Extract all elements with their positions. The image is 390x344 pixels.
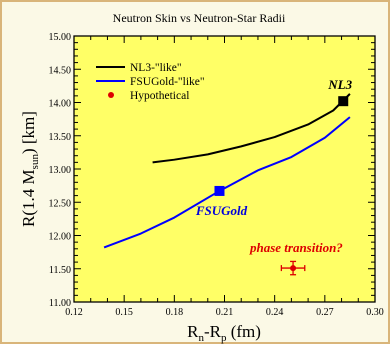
legend-swatch-hypothetical <box>108 92 114 98</box>
x-axis-label: Rn-Rp (fm) <box>187 322 261 344</box>
series-line-fsugold <box>103 116 351 249</box>
marker-label-nl3: NL3 <box>327 77 352 92</box>
marker-label-fsugold: FSUGold <box>195 203 248 218</box>
y-tick-label: 11.00 <box>49 298 71 309</box>
y-tick-label: 13.00 <box>49 165 72 176</box>
legend-label-hypothetical: Hypothetical <box>130 90 189 102</box>
y-tick-label: 13.50 <box>49 132 72 143</box>
x-tick-label: 0.30 <box>366 307 384 318</box>
series-line-nl3 <box>152 93 351 164</box>
marker-square-nl3 <box>338 96 349 107</box>
marker-layer: NL3 FSUGold phase transition? <box>195 77 353 276</box>
x-tick-label: 0.27 <box>316 307 334 318</box>
x-tick-label: 0.24 <box>266 307 284 318</box>
y-tick-label: 11.50 <box>49 265 71 276</box>
legend-label-fsugold: FSUGold-"like" <box>130 76 205 88</box>
marker-square-fsugold <box>214 185 225 196</box>
y-axis-label: R(1.4 Msun) [km] <box>19 111 41 227</box>
series-layer <box>103 93 351 249</box>
chart-title: Neutron Skin vs Neutron-Star Radii <box>113 11 286 25</box>
y-tick-label: 14.00 <box>49 99 72 110</box>
x-tick-label: 0.12 <box>65 307 83 318</box>
legend: NL3-"like" FSUGold-"like" Hypothetical <box>96 62 205 102</box>
chart-svg: Neutron Skin vs Neutron-Star Radii 0.12 0… <box>19 11 384 344</box>
plot-area <box>73 35 376 303</box>
y-tick-label: 12.50 <box>49 198 72 209</box>
y-tick-label: 12.00 <box>49 232 72 243</box>
y-tick-label: 15.00 <box>49 32 72 43</box>
x-tick-label: 0.15 <box>115 307 133 318</box>
hypothetical-annotation: phase transition? <box>249 240 343 255</box>
x-tick-label: 0.21 <box>216 307 234 318</box>
x-tick-label: 0.18 <box>166 307 184 318</box>
legend-label-nl3: NL3-"like" <box>130 62 182 74</box>
y-tick-label: 14.50 <box>49 65 72 76</box>
axis-ticks: 0.12 0.15 0.18 0.21 0.24 0.27 0.30 11.00 11.50 12… <box>49 32 384 318</box>
hypothetical-point <box>290 265 297 272</box>
